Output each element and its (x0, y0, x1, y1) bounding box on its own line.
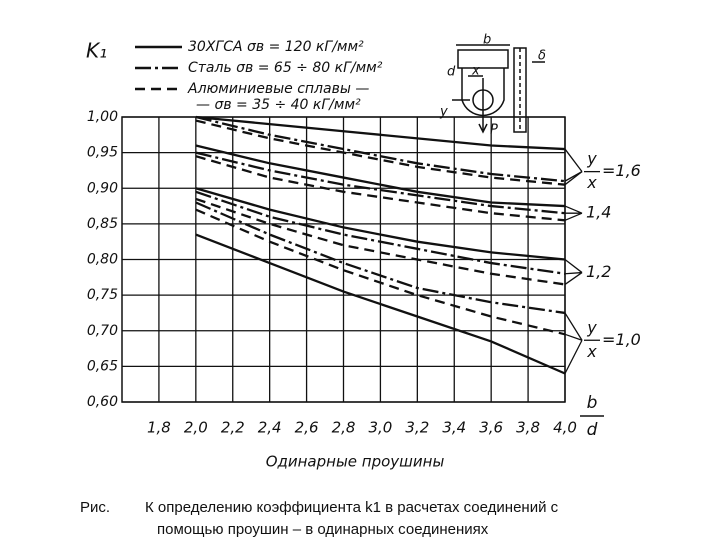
legend-label: — σв = 35 ÷ 40 кГ/мм² (196, 97, 361, 113)
group-bracket (564, 333, 583, 341)
x-tick-label: 3,4 (442, 419, 466, 437)
y-axis-label: K₁ (86, 39, 107, 63)
curve (195, 201, 566, 315)
x-axis-label-num: b (587, 393, 598, 413)
group-bracket (564, 339, 583, 374)
x-axis-label-den: d (587, 420, 598, 440)
legend-label: 30ХГСА σв = 120 кГ/мм² (188, 39, 364, 55)
y-tick-label: 0,75 (87, 287, 118, 303)
group-label: =1,0 (602, 330, 641, 349)
curve (195, 190, 566, 275)
y-tick-label: 0,65 (87, 358, 118, 374)
curve (195, 197, 566, 286)
inset-label: d (447, 65, 456, 80)
curve (195, 151, 566, 215)
inset-label: x (471, 64, 480, 79)
inset-label: y (439, 105, 448, 120)
group-bracket (564, 205, 583, 214)
x-tick-label: 3,0 (368, 419, 392, 437)
curve (195, 115, 566, 151)
x-tick-label: 2,4 (258, 419, 282, 437)
legend-label: Алюминиевые сплавы — (187, 81, 369, 97)
group-bracket (564, 272, 583, 285)
group-label-num: y (586, 318, 597, 337)
x-tick-label: 2,6 (295, 419, 319, 437)
group-bracket (564, 171, 583, 186)
y-tick-label: 0,80 (87, 252, 118, 268)
curve (195, 144, 566, 208)
y-tick-label: 0,60 (87, 394, 118, 410)
x-subtitle: Одинарные проушины (266, 453, 445, 471)
curve (195, 233, 566, 375)
group-bracket (564, 148, 583, 173)
group-bracket (564, 271, 583, 275)
x-tick-label: 2,8 (332, 419, 356, 437)
curve (195, 187, 566, 261)
x-tick-label: 3,8 (516, 419, 540, 437)
group-label-den: x (586, 173, 597, 192)
y-tick-label: 0,85 (87, 216, 118, 232)
group-bracket (564, 212, 583, 221)
y-tick-label: 1,00 (87, 109, 118, 125)
group-bracket (564, 258, 583, 274)
group-bracket (564, 312, 583, 341)
x-tick-label: 1,8 (147, 419, 171, 437)
inset-diagram (452, 44, 545, 134)
inset-label: δ (538, 49, 546, 64)
group-label: =1,6 (602, 161, 641, 180)
x-tick-label: 4,0 (553, 419, 577, 437)
curve (195, 155, 566, 222)
group-label-num: y (586, 149, 597, 168)
group-label: 1,2 (586, 262, 611, 281)
legend-label: Сталь σв = 65 ÷ 80 кГ/мм² (188, 60, 383, 76)
y-tick-label: 0,95 (87, 145, 118, 161)
caption-prefix: Рис. (80, 499, 110, 516)
y-tick-label: 0,90 (87, 180, 118, 196)
curve (195, 115, 566, 183)
x-tick-label: 2,0 (184, 419, 208, 437)
inset-label: P (490, 123, 498, 138)
x-tick-label: 2,2 (221, 419, 245, 437)
curve (195, 208, 566, 336)
caption-line: К определению коэффициента k1 в расчетах… (145, 499, 559, 516)
x-tick-label: 3,2 (405, 419, 429, 437)
group-label: 1,4 (586, 203, 611, 222)
group-label-den: x (586, 342, 597, 361)
curve (195, 119, 566, 186)
inset-label: b (483, 33, 491, 48)
x-tick-label: 3,6 (479, 419, 503, 437)
y-tick-label: 0,70 (87, 323, 118, 339)
caption-line: помощью проушин – в одинарных соединения… (157, 521, 489, 538)
